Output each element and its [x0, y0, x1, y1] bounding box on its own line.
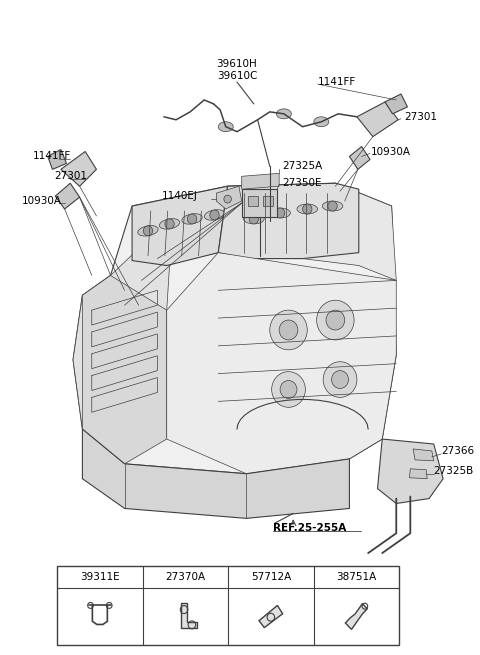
Circle shape	[210, 210, 219, 220]
Polygon shape	[378, 439, 443, 504]
Text: 27325B: 27325B	[434, 466, 474, 476]
Circle shape	[328, 201, 337, 211]
Text: 10930A: 10930A	[371, 147, 411, 157]
Text: 38751A: 38751A	[336, 572, 376, 582]
Ellipse shape	[322, 201, 343, 211]
Polygon shape	[357, 102, 398, 137]
Ellipse shape	[297, 204, 318, 214]
Circle shape	[332, 371, 348, 388]
Text: 39311E: 39311E	[80, 572, 120, 582]
Circle shape	[272, 371, 305, 407]
Text: 27301: 27301	[404, 112, 437, 122]
Polygon shape	[413, 449, 434, 461]
Circle shape	[276, 208, 285, 218]
Circle shape	[270, 310, 307, 350]
Text: 27366: 27366	[441, 446, 474, 456]
Circle shape	[224, 195, 231, 203]
Text: 10930A: 10930A	[22, 196, 61, 206]
Circle shape	[249, 214, 259, 224]
Circle shape	[279, 320, 298, 340]
Polygon shape	[218, 183, 359, 259]
Text: 27370A: 27370A	[165, 572, 205, 582]
Bar	[241, 189, 277, 217]
Ellipse shape	[270, 208, 290, 218]
Circle shape	[323, 362, 357, 398]
Text: 39610H: 39610H	[216, 59, 257, 69]
Text: 1141FF: 1141FF	[33, 151, 71, 162]
Bar	[263, 196, 273, 206]
Polygon shape	[385, 94, 408, 114]
Circle shape	[280, 381, 297, 398]
Polygon shape	[132, 186, 228, 265]
Polygon shape	[83, 429, 349, 518]
Polygon shape	[181, 603, 197, 627]
Polygon shape	[83, 276, 167, 464]
Ellipse shape	[276, 109, 291, 119]
Polygon shape	[55, 183, 80, 209]
Circle shape	[144, 226, 153, 236]
Polygon shape	[346, 604, 367, 629]
Ellipse shape	[138, 225, 158, 236]
Bar	[248, 196, 258, 206]
Text: 27301: 27301	[54, 172, 87, 181]
Polygon shape	[216, 186, 241, 209]
Text: REF.25-255A: REF.25-255A	[273, 523, 346, 533]
Polygon shape	[167, 253, 396, 474]
Ellipse shape	[204, 210, 225, 220]
Circle shape	[317, 300, 354, 340]
Polygon shape	[349, 147, 370, 170]
Bar	[57, 566, 399, 645]
Polygon shape	[61, 151, 96, 186]
Ellipse shape	[243, 214, 264, 224]
Text: 27350E: 27350E	[282, 178, 322, 188]
Polygon shape	[48, 149, 67, 170]
Circle shape	[326, 310, 345, 330]
Circle shape	[302, 204, 312, 214]
Text: 39610C: 39610C	[217, 71, 257, 81]
Polygon shape	[259, 605, 283, 627]
Ellipse shape	[159, 219, 180, 229]
Ellipse shape	[182, 214, 202, 224]
Circle shape	[165, 219, 174, 229]
Ellipse shape	[218, 122, 233, 132]
Text: 57712A: 57712A	[251, 572, 291, 582]
Polygon shape	[218, 183, 396, 280]
Text: 27325A: 27325A	[282, 161, 322, 172]
Polygon shape	[409, 469, 427, 479]
Polygon shape	[73, 231, 171, 429]
Polygon shape	[241, 174, 279, 189]
Circle shape	[187, 214, 197, 224]
Ellipse shape	[314, 117, 329, 126]
Text: 1140EJ: 1140EJ	[162, 191, 198, 201]
Polygon shape	[73, 183, 396, 474]
Text: 1141FF: 1141FF	[318, 77, 356, 87]
